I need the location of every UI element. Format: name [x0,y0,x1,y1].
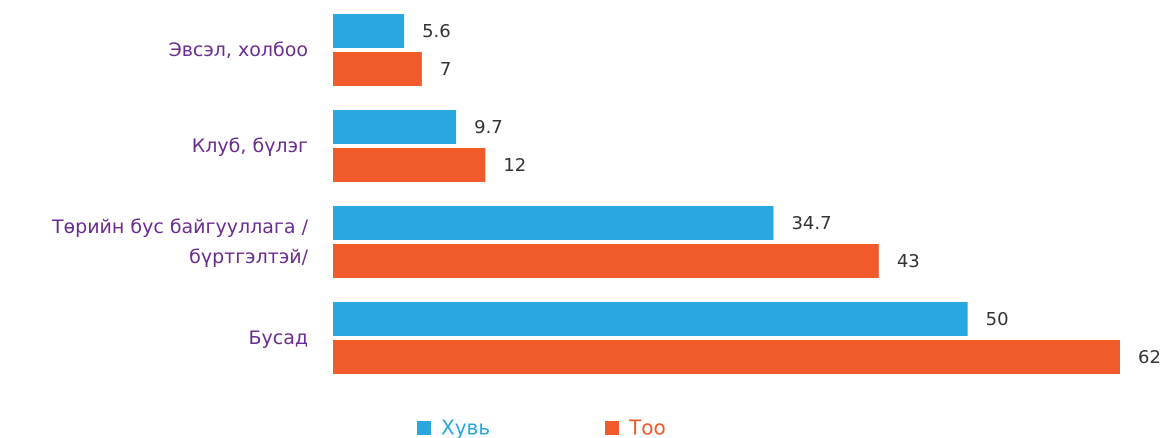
legend-swatch [605,421,619,435]
value-label: 9.7 [474,117,503,138]
value-label: 7 [440,59,451,80]
value-label: 5.6 [422,21,451,42]
bar [333,14,405,48]
bar [333,148,486,182]
bar [333,110,457,144]
legend-swatch [417,421,431,435]
category-label: Эвсэл, холбоо [168,39,308,61]
value-label: 50 [986,309,1009,330]
legend-label: Тоо [628,416,666,438]
value-label: 62 [1138,347,1161,368]
category-label: Төрийн бус байгууллага /бүртгэлтэй/ [51,216,308,268]
bar [333,302,968,336]
bar [333,206,774,240]
bar [333,52,422,86]
legend-label: Хувь [441,416,490,438]
category-label: Клуб, бүлэг [191,135,308,157]
bar [333,340,1120,374]
bar [333,244,879,278]
value-label: 12 [503,155,526,176]
value-label: 34.7 [791,213,831,234]
value-label: 43 [897,251,920,272]
category-label: Бусад [248,327,308,349]
